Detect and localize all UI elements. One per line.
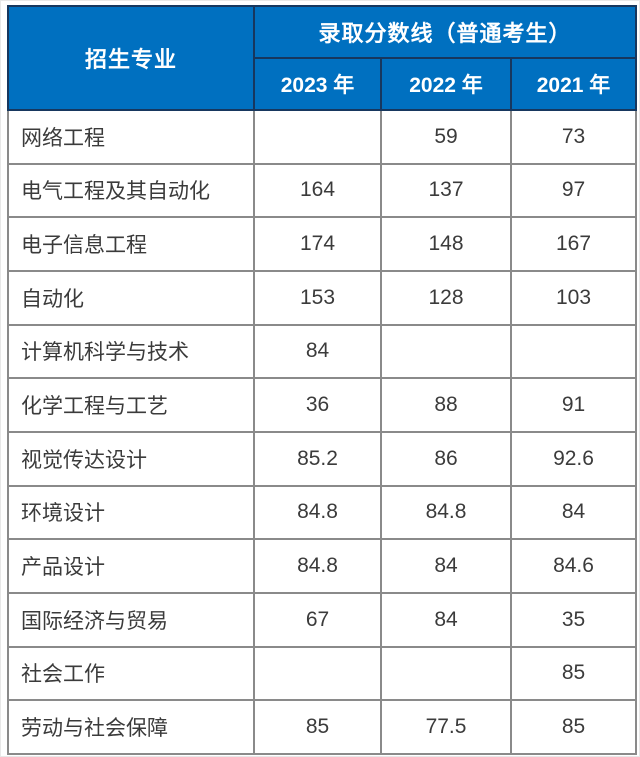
score-cell: 73: [509, 109, 638, 165]
score-cell: 85: [509, 645, 638, 702]
header-year-col-2: 2021 年: [509, 57, 638, 111]
table-header: 招生专业 录取分数线（普通考生） 2023 年 2022 年 2021 年: [7, 5, 638, 111]
score-cell: 36: [253, 377, 382, 433]
table-row: 社会工作 85: [7, 645, 638, 702]
table-row: 电气工程及其自动化 164 137 97: [7, 162, 638, 219]
score-cell: 88: [380, 377, 512, 433]
score-cell: 85.2: [253, 430, 382, 487]
major-name-cell: 环境设计: [7, 484, 255, 541]
header-score-group: 录取分数线（普通考生）: [252, 5, 638, 59]
table-row: 国际经济与贸易 67 84 35: [7, 591, 638, 648]
score-cell: 92.6: [509, 430, 638, 487]
score-cell: 84: [380, 591, 512, 648]
score-cell: 164: [253, 162, 382, 219]
major-name-cell: 自动化: [7, 269, 255, 326]
score-cell: 91: [509, 377, 638, 433]
score-cell: 174: [253, 216, 382, 272]
table-row: 视觉传达设计 85.2 86 92.6: [7, 430, 638, 487]
table-row: 化学工程与工艺 36 88 91: [7, 377, 638, 433]
score-cell: 84.8: [380, 484, 512, 541]
header-major-column: 招生专业: [7, 5, 255, 111]
major-name-cell: 电子信息工程: [7, 216, 255, 272]
major-name-cell: 化学工程与工艺: [7, 377, 255, 433]
score-cell: 128: [380, 269, 512, 326]
major-name-cell: 劳动与社会保障: [7, 699, 255, 755]
major-name-cell: 电气工程及其自动化: [7, 162, 255, 219]
table-row: 劳动与社会保障 85 77.5 85: [7, 699, 638, 755]
major-name-cell: 产品设计: [7, 538, 255, 594]
header-row-group: 招生专业 录取分数线（普通考生）: [7, 5, 638, 111]
admission-score-table: 招生专业 录取分数线（普通考生） 2023 年 2022 年 2021 年 网络工程…: [7, 5, 638, 755]
header-year-col-0: 2023 年: [253, 57, 382, 111]
table-row: 计算机科学与技术 84: [7, 323, 638, 380]
score-cell: [253, 109, 382, 165]
score-cell: 77.5: [380, 699, 512, 755]
score-cell: 84: [509, 484, 638, 541]
table-body: 网络工程 59 73 电气工程及其自动化 164 137 97 电子信息工程 174 148 167…: [7, 109, 638, 755]
table-row: 产品设计 84.8 84 84.6: [7, 538, 638, 594]
score-cell: 103: [509, 269, 638, 326]
score-cell: [509, 323, 638, 380]
score-cell: 85: [509, 699, 638, 755]
score-cell: 137: [380, 162, 512, 219]
table-row: 自动化 153 128 103: [7, 269, 638, 326]
score-cell: 84: [380, 538, 512, 594]
score-cell: 148: [380, 216, 512, 272]
score-cell: 97: [509, 162, 638, 219]
major-name-cell: 社会工作: [7, 645, 255, 702]
major-name-cell: 计算机科学与技术: [7, 323, 255, 380]
table-row: 电子信息工程 174 148 167: [7, 216, 638, 272]
score-cell: 35: [509, 591, 638, 648]
table-row: 环境设计 84.8 84.8 84: [7, 484, 638, 541]
score-cell: 84.8: [253, 484, 382, 541]
score-cell: 84.6: [509, 538, 638, 594]
score-cell: 85: [253, 699, 382, 755]
major-name-cell: 国际经济与贸易: [7, 591, 255, 648]
score-cell: 84.8: [253, 538, 382, 594]
header-row-years: 2023 年 2022 年 2021 年: [8, 57, 638, 111]
score-cell: [380, 645, 512, 702]
score-cell: 153: [253, 269, 382, 326]
header-year-col-1: 2022 年: [380, 57, 512, 111]
table-row: 网络工程 59 73: [7, 109, 638, 165]
score-cell: 86: [380, 430, 512, 487]
score-cell: 167: [509, 216, 638, 272]
score-cell: 59: [380, 109, 512, 165]
score-cell: [253, 645, 382, 702]
major-name-cell: 视觉传达设计: [7, 430, 255, 487]
score-cell: 84: [253, 323, 382, 380]
major-name-cell: 网络工程: [7, 109, 255, 165]
score-cell: [380, 323, 512, 380]
score-cell: 67: [253, 591, 382, 648]
